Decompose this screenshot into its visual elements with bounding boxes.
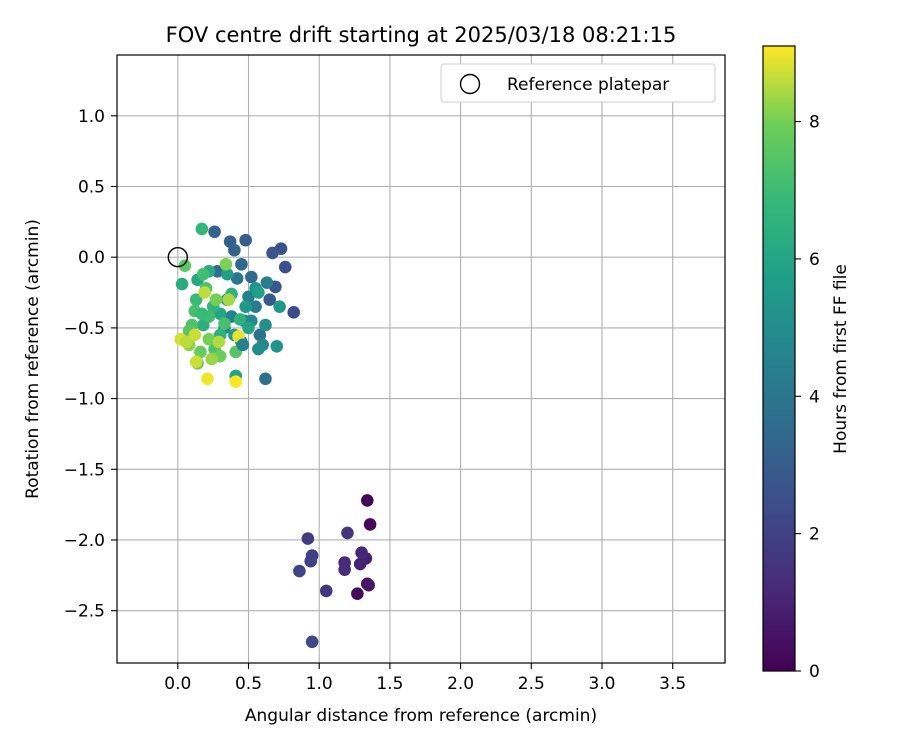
x-ticks: 0.0 0.5 1.0 1.5 2.0 2.5 3.0 3.5 [164,663,686,694]
data-point [194,345,207,359]
data-point [259,318,272,332]
grid [117,55,725,663]
data-point [253,328,267,342]
x-tick-label: 2.0 [447,674,474,694]
data-point [179,335,193,349]
data-point [208,225,221,239]
data-point [242,290,255,304]
data-point [220,267,234,281]
data-point [270,339,284,353]
data-point [218,317,231,330]
data-point [209,293,223,306]
data-point [195,222,209,236]
colorbar-tick-label: 2 [809,525,820,545]
colorbar-label: Hours from first FF file [831,264,851,454]
data-point [305,635,319,649]
x-axis-label: Angular distance from reference (arcmin) [245,706,597,726]
data-point [278,260,292,274]
data-point [188,328,202,342]
data-point [266,246,279,260]
data-point [360,494,374,507]
y-tick-label: 0.0 [78,248,105,268]
data-point [178,259,192,272]
y-tick-label: 1.0 [78,107,105,127]
colorbar: 0 2 4 6 8 Hours from first FF file [762,45,851,682]
data-point [287,306,301,319]
data-point [198,286,211,299]
data-point [245,270,258,284]
data-point [263,293,277,306]
data-points [167,222,377,649]
colorbar-tick-label: 6 [809,250,820,270]
data-point [304,554,318,568]
plot-frame [116,54,726,664]
data-point [362,578,375,592]
legend-marker [459,73,481,95]
data-point [273,300,286,313]
x-tick-label: 2.5 [518,674,545,694]
data-point [196,267,210,281]
data-point [355,546,368,560]
x-tick-label: 3.5 [659,674,686,694]
legend-box [440,63,716,103]
y-tick-label: −0.5 [64,319,105,339]
data-point [338,563,351,576]
x-tick-label: 0.0 [164,674,191,694]
data-point [205,352,219,366]
data-point [228,243,241,257]
data-point [239,233,252,247]
data-point [260,276,274,289]
legend-entry: Reference platepar [507,75,669,95]
y-ticks: 1.0 0.5 0.0 −0.5 −1.0 −1.5 −2.0 −2.5 [64,107,117,622]
y-tick-label: −2.5 [64,602,105,622]
y-tick-label: 0.5 [78,177,105,197]
x-tick-label: 0.5 [235,674,262,694]
data-point [249,300,262,313]
data-point [259,372,272,386]
colorbar-tick-label: 8 [809,113,820,133]
data-point [230,272,244,285]
colorbar-tick-label: 0 [809,662,820,682]
y-tick-label: −1.5 [64,460,105,480]
data-point [202,332,216,346]
y-axis-label: Rotation from reference (arcmin) [23,219,43,499]
data-point [195,307,209,321]
data-point [212,335,226,349]
legend: Reference platepar [440,63,716,103]
data-point [252,286,265,299]
data-point [341,526,354,540]
data-point [363,518,377,531]
data-point [252,342,265,356]
data-point [175,277,189,291]
data-point [189,355,203,369]
colorbar-gradient [762,45,796,672]
data-point [242,321,255,335]
data-point [229,375,243,388]
data-point [351,587,364,601]
colorbar-tick-label: 4 [809,387,820,407]
x-tick-label: 3.0 [588,674,615,694]
data-point [189,293,203,306]
data-point [239,300,252,313]
chart-title: FOV centre drift starting at 2025/03/18 … [166,23,677,47]
data-point [293,564,306,578]
data-point [236,338,250,352]
reference-marker [167,246,189,268]
data-point [233,313,247,326]
data-point [319,584,333,598]
data-point [222,293,236,306]
x-tick-label: 1.0 [306,674,333,694]
x-tick-label: 1.5 [376,674,403,694]
data-point [201,372,214,386]
y-tick-label: −1.0 [64,390,105,410]
y-tick-label: −2.0 [64,531,105,551]
data-point [353,557,367,571]
data-point [235,257,248,271]
colorbar-ticks: 0 2 4 6 8 [795,113,820,682]
data-point [301,532,315,545]
data-point [219,257,233,271]
